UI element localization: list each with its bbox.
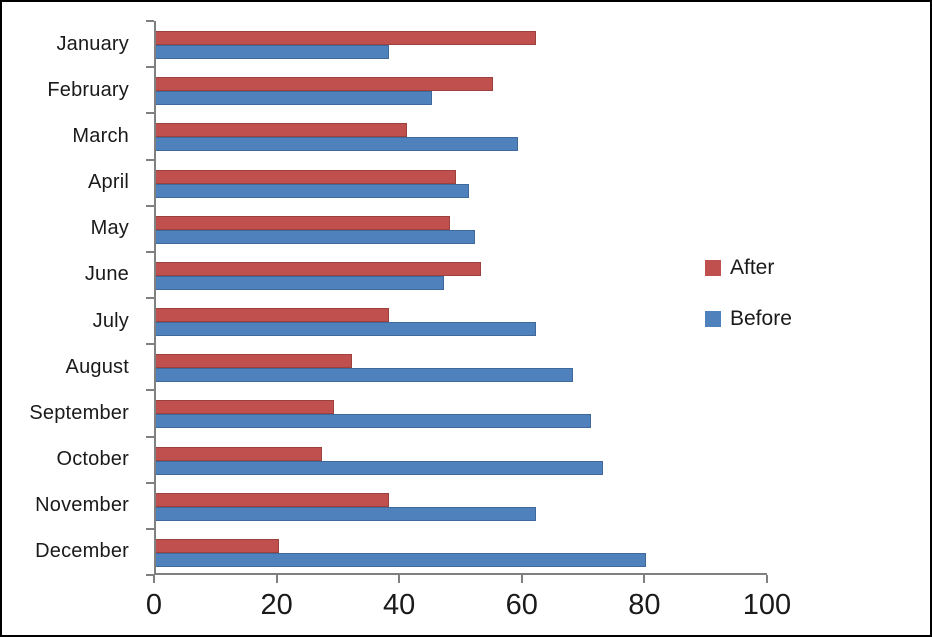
bar-after-september (156, 400, 334, 415)
y-axis-tick (146, 158, 154, 161)
bar-after-november (156, 492, 389, 507)
y-axis-tick (146, 250, 154, 253)
x-axis-tick (275, 575, 278, 583)
bar-after-march (156, 123, 408, 138)
category-row-january (156, 21, 767, 67)
y-axis-tick (146, 297, 154, 299)
x-axis-tick (398, 575, 401, 583)
x-axis-tick (766, 575, 768, 583)
category-label-march: March (72, 124, 129, 147)
x-axis-label-100: 100 (742, 589, 792, 621)
category-row-march (156, 113, 767, 159)
category-label-april: April (87, 171, 129, 194)
category-label-february: February (47, 78, 129, 101)
y-axis-tick (146, 343, 154, 346)
bar-after-january (156, 31, 537, 45)
bar-before-january (156, 45, 389, 59)
bar-before-december (156, 552, 647, 567)
category-row-october (156, 437, 767, 483)
legend-swatch-before (705, 311, 721, 327)
bar-before-june (156, 275, 445, 290)
bar-before-april (156, 183, 469, 198)
category-label-july: July (92, 309, 129, 332)
bar-before-february (156, 91, 432, 106)
category-row-december (156, 529, 767, 575)
y-axis-tick (146, 204, 154, 207)
legend-entry-before: Before (705, 307, 792, 331)
category-row-february (156, 67, 767, 113)
x-axis-label-0: 0 (145, 589, 163, 621)
category-row-august (156, 344, 767, 390)
bar-before-october (156, 460, 604, 475)
bar-after-july (156, 308, 389, 322)
y-axis-tick (146, 112, 154, 115)
x-axis-tick (153, 575, 155, 583)
category-label-june: June (84, 263, 129, 286)
y-axis-tick (146, 574, 154, 576)
x-axis-tick (520, 575, 523, 583)
bar-before-november (156, 506, 537, 521)
x-axis-label-80: 80 (628, 589, 661, 621)
category-label-august: August (65, 355, 129, 378)
legend-label-after: After (730, 256, 775, 279)
bar-before-may (156, 229, 475, 244)
legend-swatch-after (705, 260, 721, 276)
y-axis-tick (146, 481, 154, 484)
category-row-july (156, 298, 767, 344)
category-label-october: October (56, 448, 129, 471)
category-row-june (156, 252, 767, 298)
bar-after-may (156, 215, 451, 230)
category-row-may (156, 206, 767, 252)
category-row-september (156, 390, 767, 436)
category-row-november (156, 483, 767, 529)
bar-before-august (156, 368, 573, 383)
bar-before-march (156, 137, 518, 152)
y-axis-tick (146, 20, 154, 22)
legend-entry-after: After (705, 256, 792, 280)
y-axis-tick (146, 389, 154, 392)
x-axis-label-40: 40 (383, 589, 416, 621)
bar-after-august (156, 354, 353, 369)
legend-label-before: Before (730, 307, 792, 330)
plot-area (154, 21, 767, 575)
category-label-january: January (56, 32, 129, 55)
category-label-december: December (35, 540, 129, 563)
bar-after-october (156, 446, 322, 461)
bar-after-june (156, 261, 481, 276)
category-label-september: September (29, 401, 129, 424)
y-axis-tick (146, 435, 154, 438)
x-axis-label-20: 20 (260, 589, 293, 621)
x-axis-tick (643, 575, 646, 583)
bar-after-april (156, 169, 457, 184)
bar-before-july (156, 322, 537, 336)
category-label-may: May (90, 217, 129, 240)
y-axis-tick (146, 66, 154, 69)
category-label-november: November (35, 494, 129, 517)
bar-after-february (156, 77, 494, 92)
legend: After Before (705, 256, 792, 331)
bar-after-december (156, 538, 279, 553)
x-axis-label-60: 60 (505, 589, 538, 621)
bar-before-september (156, 414, 592, 429)
y-axis-tick (146, 527, 154, 530)
category-row-april (156, 160, 767, 206)
